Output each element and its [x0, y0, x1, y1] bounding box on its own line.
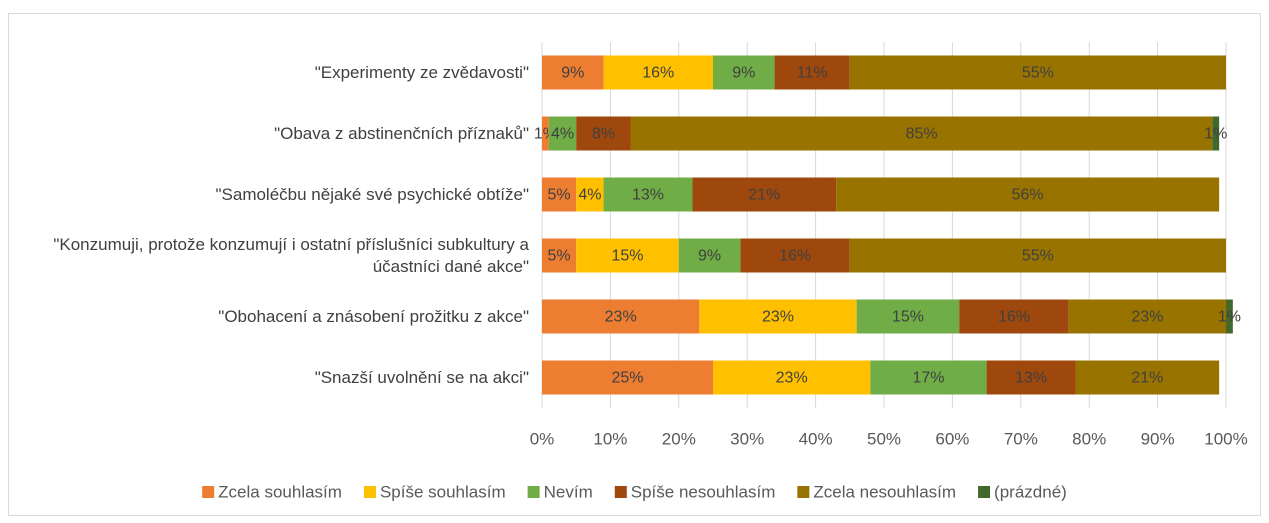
legend-swatch	[978, 486, 991, 498]
bar-segment	[542, 177, 577, 212]
data-label: 16%	[642, 65, 674, 82]
legend-label: (prázdné)	[994, 482, 1067, 501]
bar-segment	[1068, 299, 1226, 334]
bar-segment	[630, 116, 1213, 151]
bar-segment	[849, 238, 1226, 273]
bar-segment	[542, 299, 700, 334]
data-label: 85%	[906, 126, 938, 143]
data-label: 23%	[605, 309, 637, 326]
bar-segment	[576, 116, 631, 151]
bar-segment	[678, 238, 741, 273]
bar-segment	[542, 360, 713, 395]
data-label: 23%	[776, 370, 808, 387]
data-label: 16%	[998, 309, 1030, 326]
data-label: 55%	[1022, 65, 1054, 82]
legend-label: Zcela nesouhlasím	[813, 482, 956, 501]
data-label: 56%	[1012, 187, 1044, 204]
data-label: 23%	[762, 309, 794, 326]
bar-segment	[542, 116, 549, 151]
category-label: "Konzumuji, protože konzumují i ostatní …	[53, 234, 529, 276]
category-label: "Samoléčbu nějaké své psychické obtíže"	[215, 184, 529, 204]
bar-segment	[856, 299, 960, 334]
bar-segment	[576, 238, 679, 273]
data-label: 55%	[1022, 248, 1054, 265]
data-label: 8%	[592, 126, 615, 143]
bar-segment	[713, 55, 775, 90]
x-tick-label: 90%	[1141, 429, 1175, 448]
data-label: 25%	[611, 370, 643, 387]
data-label: 16%	[779, 248, 811, 265]
data-label: 5%	[548, 187, 571, 204]
legend-label: Zcela souhlasím	[218, 482, 342, 501]
legend-swatch	[363, 486, 376, 498]
bar-segment	[699, 299, 857, 334]
category-label: "Obohacení a znásobení prožitku z akce"	[218, 306, 529, 326]
x-tick-label: 60%	[935, 429, 969, 448]
data-label: 17%	[912, 370, 944, 387]
data-label: 15%	[892, 309, 924, 326]
data-label: 13%	[632, 187, 664, 204]
category-label: "Snazší uvolnění se na akci"	[314, 367, 529, 387]
x-tick-label: 30%	[730, 429, 764, 448]
bar-segment	[713, 360, 871, 395]
data-label: 9%	[561, 65, 584, 82]
x-tick-label: 0%	[530, 429, 555, 448]
bar-segment	[603, 177, 693, 212]
bar-segment	[1226, 299, 1233, 334]
bar-segment	[836, 177, 1220, 212]
bar-segment	[774, 55, 850, 90]
data-label: 13%	[1015, 370, 1047, 387]
data-label: 4%	[578, 187, 601, 204]
data-label: 9%	[732, 65, 755, 82]
legend-label: Spíše nesouhlasím	[631, 482, 776, 501]
bar-segment	[959, 299, 1069, 334]
data-label: 5%	[548, 248, 571, 265]
legend-swatch	[614, 486, 627, 498]
bar-segment	[542, 55, 604, 90]
bar-segment	[986, 360, 1076, 395]
data-label: 1%	[1204, 126, 1227, 143]
bar-segment	[740, 238, 850, 273]
data-label: 15%	[611, 248, 643, 265]
category-label: "Obava z abstinenčních příznaků"	[274, 123, 529, 143]
bar-segment	[576, 177, 604, 212]
data-label: 21%	[1131, 370, 1163, 387]
data-label: 21%	[748, 187, 780, 204]
data-label: 4%	[551, 126, 574, 143]
bar-segment	[692, 177, 837, 212]
legend-swatch	[797, 486, 810, 498]
x-tick-label: 40%	[799, 429, 833, 448]
x-tick-label: 10%	[593, 429, 627, 448]
bar-segment	[870, 360, 987, 395]
bar-segment	[1212, 116, 1220, 151]
bar-segment	[1075, 360, 1220, 395]
x-tick-label: 80%	[1072, 429, 1106, 448]
x-tick-label: 50%	[867, 429, 901, 448]
bar-segment	[603, 55, 713, 90]
bar-segment	[548, 116, 577, 151]
legend-label: Nevím	[544, 482, 593, 501]
data-label: 11%	[797, 65, 828, 82]
bar-segment	[542, 238, 577, 273]
legend-swatch	[527, 486, 540, 498]
bar-segment	[849, 55, 1226, 90]
x-tick-label: 100%	[1204, 429, 1247, 448]
data-label: 9%	[698, 248, 721, 265]
data-label: 1%	[1218, 309, 1241, 326]
legend-label: Spíše souhlasím	[380, 482, 506, 501]
category-label: "Experimenty ze zvědavosti"	[314, 62, 529, 82]
legend-swatch	[202, 486, 215, 498]
x-tick-label: 70%	[1004, 429, 1038, 448]
data-label: 23%	[1131, 309, 1163, 326]
x-tick-label: 20%	[662, 429, 696, 448]
